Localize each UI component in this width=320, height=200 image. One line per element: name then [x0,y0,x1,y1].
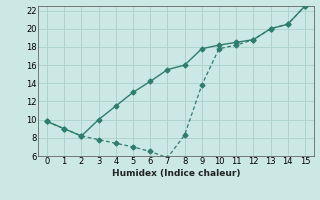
X-axis label: Humidex (Indice chaleur): Humidex (Indice chaleur) [112,169,240,178]
